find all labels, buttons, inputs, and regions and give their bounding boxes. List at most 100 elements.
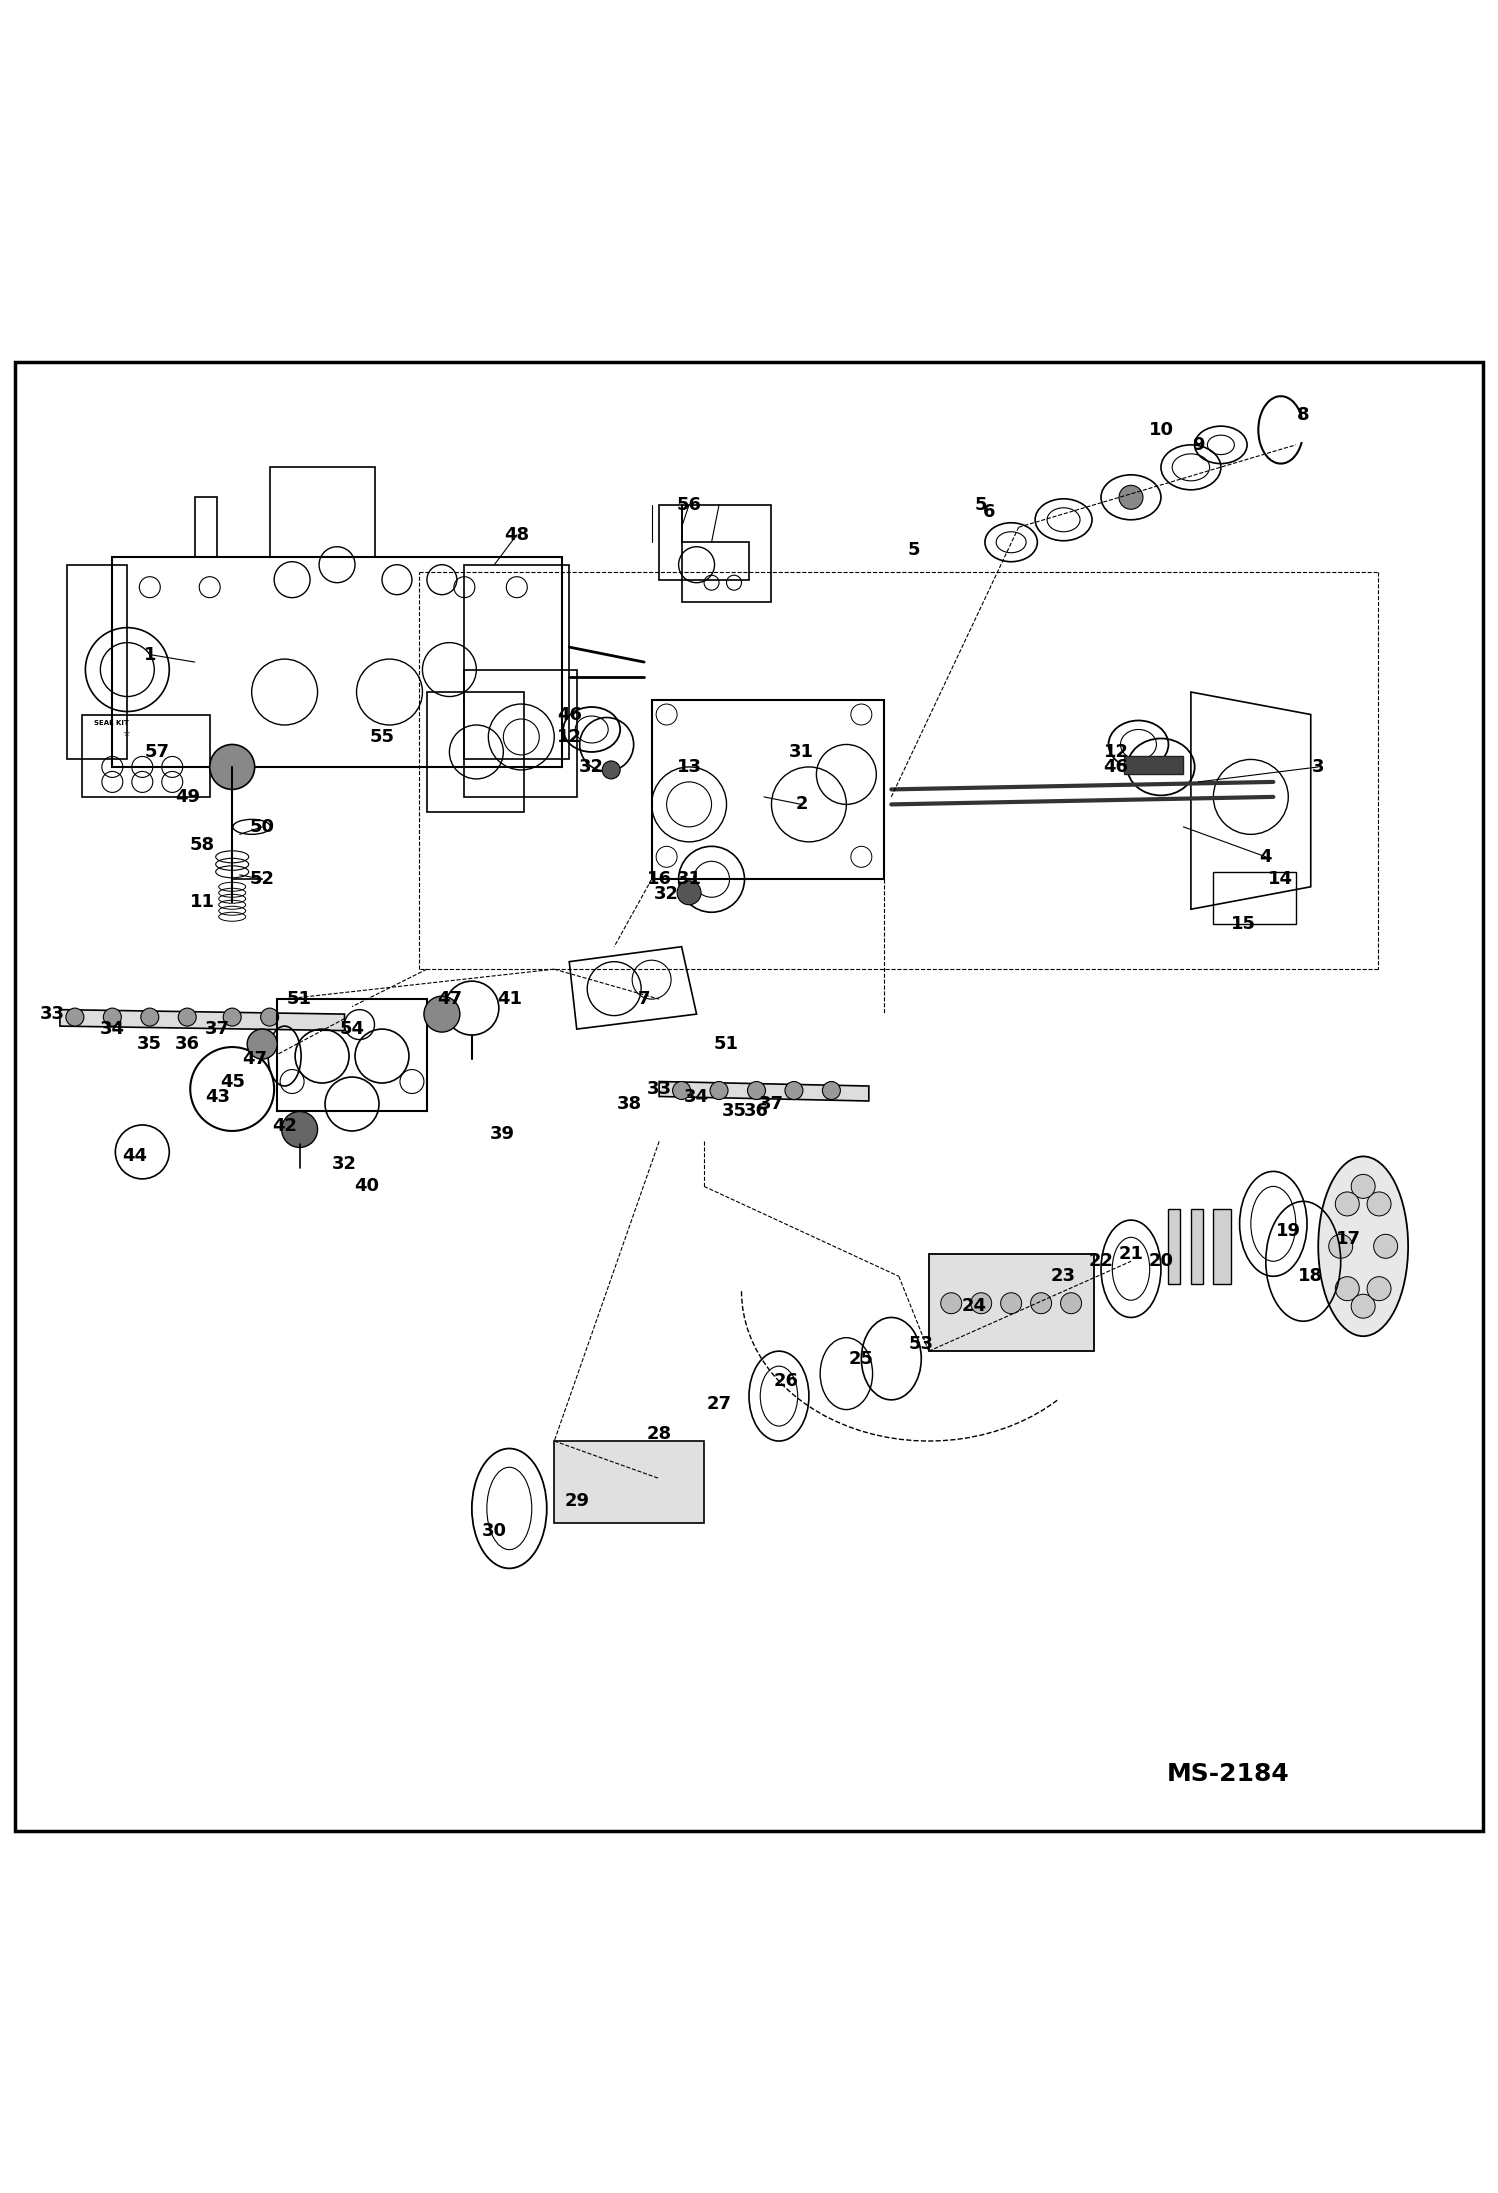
Circle shape [261,1009,279,1026]
Circle shape [103,1009,121,1026]
Text: 41: 41 [497,989,521,1009]
Text: 17: 17 [1336,1230,1360,1248]
Text: 34: 34 [685,1088,709,1105]
Circle shape [223,1009,241,1026]
Text: 14: 14 [1269,871,1293,888]
Polygon shape [60,1009,345,1031]
Text: 12: 12 [1104,743,1128,761]
Circle shape [673,1081,691,1099]
Text: 53: 53 [909,1336,933,1353]
Text: 48: 48 [505,526,529,544]
Text: 20: 20 [1149,1252,1173,1270]
Circle shape [1001,1292,1022,1314]
Text: 18: 18 [1299,1268,1323,1285]
Bar [1213,1208,1231,1283]
Bar [82,715,210,796]
Text: 13: 13 [677,759,701,776]
Bar [1191,1208,1203,1283]
Bar [427,693,524,811]
Text: 2: 2 [795,796,807,814]
Text: 50: 50 [250,818,274,836]
Text: SEAL KIT: SEAL KIT [94,719,129,726]
Text: 37: 37 [759,1094,783,1114]
Ellipse shape [1318,1156,1408,1336]
Text: 15: 15 [1231,914,1255,934]
Text: 39: 39 [490,1125,514,1143]
Bar [464,566,569,759]
Bar [929,1254,1094,1351]
Text: 3: 3 [1312,759,1324,776]
Text: 46: 46 [1104,759,1128,776]
Text: 36: 36 [175,1035,199,1053]
Text: 32: 32 [655,886,679,904]
Text: 52: 52 [250,871,274,888]
Circle shape [1335,1193,1359,1215]
Text: 12: 12 [557,728,581,746]
Text: 56: 56 [677,496,701,513]
Text: 16: 16 [647,871,671,888]
Bar [464,669,577,796]
Text: 7: 7 [638,989,650,1009]
Bar [112,557,562,768]
Text: 4: 4 [1260,849,1272,866]
Circle shape [748,1081,765,1099]
Circle shape [710,1081,728,1099]
Bar [554,1441,704,1524]
Text: 47: 47 [437,989,461,1009]
Text: 55: 55 [370,728,394,746]
Circle shape [282,1112,318,1147]
Text: 23: 23 [1052,1268,1076,1285]
Text: 35: 35 [138,1035,162,1053]
Circle shape [602,761,620,779]
Text: 21: 21 [1119,1246,1143,1263]
Bar [1124,757,1183,774]
Text: 46: 46 [557,706,581,724]
Bar [67,566,127,759]
Circle shape [66,1009,84,1026]
Text: MS-2184: MS-2184 [1167,1761,1290,1785]
Circle shape [822,1081,840,1099]
Text: 40: 40 [355,1178,379,1195]
Text: 32: 32 [580,759,604,776]
Circle shape [1351,1175,1375,1197]
Circle shape [1368,1193,1392,1215]
Bar [277,1000,427,1112]
Circle shape [178,1009,196,1026]
Text: ☆: ☆ [123,730,130,739]
Circle shape [210,743,255,789]
Circle shape [141,1009,159,1026]
Circle shape [247,1029,277,1059]
Text: 37: 37 [205,1020,229,1037]
Text: 38: 38 [617,1094,641,1114]
Text: 25: 25 [849,1349,873,1368]
Circle shape [1119,485,1143,509]
Text: 49: 49 [175,787,199,805]
Text: 32: 32 [333,1156,357,1173]
Text: 58: 58 [190,836,214,853]
Text: 51: 51 [715,1035,739,1053]
Text: 57: 57 [145,743,169,761]
Text: 54: 54 [340,1020,364,1037]
Text: 35: 35 [722,1103,746,1121]
Circle shape [1329,1235,1353,1259]
Text: 5: 5 [975,496,987,513]
Text: 36: 36 [745,1103,768,1121]
Text: 22: 22 [1089,1252,1113,1270]
Bar [1168,1208,1180,1283]
Text: 33: 33 [40,1004,64,1024]
Bar [682,504,771,603]
Circle shape [1368,1276,1392,1300]
Text: 11: 11 [190,893,214,910]
Text: 6: 6 [983,502,995,522]
Text: 10: 10 [1149,421,1173,439]
Text: 8: 8 [1297,406,1309,423]
Circle shape [424,996,460,1033]
Text: 43: 43 [205,1088,229,1105]
Text: 45: 45 [220,1072,244,1090]
Circle shape [971,1292,992,1314]
Bar [652,700,884,879]
Text: 44: 44 [123,1147,147,1164]
Circle shape [1374,1235,1398,1259]
Text: 27: 27 [707,1395,731,1412]
Text: 51: 51 [288,989,312,1009]
